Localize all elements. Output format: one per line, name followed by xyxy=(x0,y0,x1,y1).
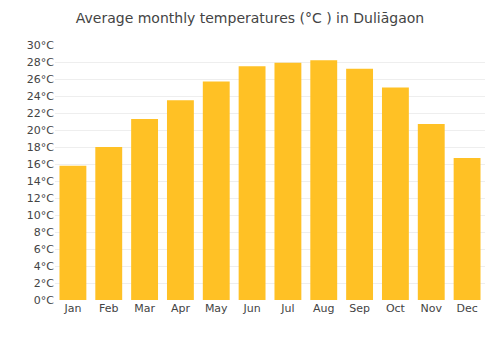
svg-text:24°C: 24°C xyxy=(27,90,54,103)
svg-text:8°C: 8°C xyxy=(34,226,54,239)
svg-text:Dec: Dec xyxy=(456,302,477,315)
svg-text:Average monthly temperatures (: Average monthly temperatures (°C ) in Du… xyxy=(76,10,424,26)
svg-text:26°C: 26°C xyxy=(27,73,54,86)
svg-text:Oct: Oct xyxy=(386,302,406,315)
svg-text:Sep: Sep xyxy=(349,302,370,315)
svg-text:4°C: 4°C xyxy=(34,260,54,273)
svg-text:Jul: Jul xyxy=(280,302,294,315)
svg-text:14°C: 14°C xyxy=(27,175,54,188)
svg-text:12°C: 12°C xyxy=(27,192,54,205)
svg-text:Feb: Feb xyxy=(99,302,118,315)
svg-text:Aug: Aug xyxy=(313,302,334,315)
svg-text:28°C: 28°C xyxy=(27,56,54,69)
svg-text:16°C: 16°C xyxy=(27,158,54,171)
svg-text:2°C: 2°C xyxy=(34,277,54,290)
svg-text:10°C: 10°C xyxy=(27,209,54,222)
svg-text:Apr: Apr xyxy=(171,302,191,315)
svg-text:30°C: 30°C xyxy=(27,39,54,52)
svg-text:Jan: Jan xyxy=(63,302,81,315)
svg-text:20°C: 20°C xyxy=(27,124,54,137)
svg-text:0°C: 0°C xyxy=(34,294,54,307)
svg-text:22°C: 22°C xyxy=(27,107,54,120)
svg-text:Nov: Nov xyxy=(421,302,443,315)
svg-text:Jun: Jun xyxy=(242,302,260,315)
svg-text:18°C: 18°C xyxy=(27,141,54,154)
svg-text:Mar: Mar xyxy=(134,302,155,315)
svg-text:May: May xyxy=(205,302,228,315)
svg-text:6°C: 6°C xyxy=(34,243,54,256)
